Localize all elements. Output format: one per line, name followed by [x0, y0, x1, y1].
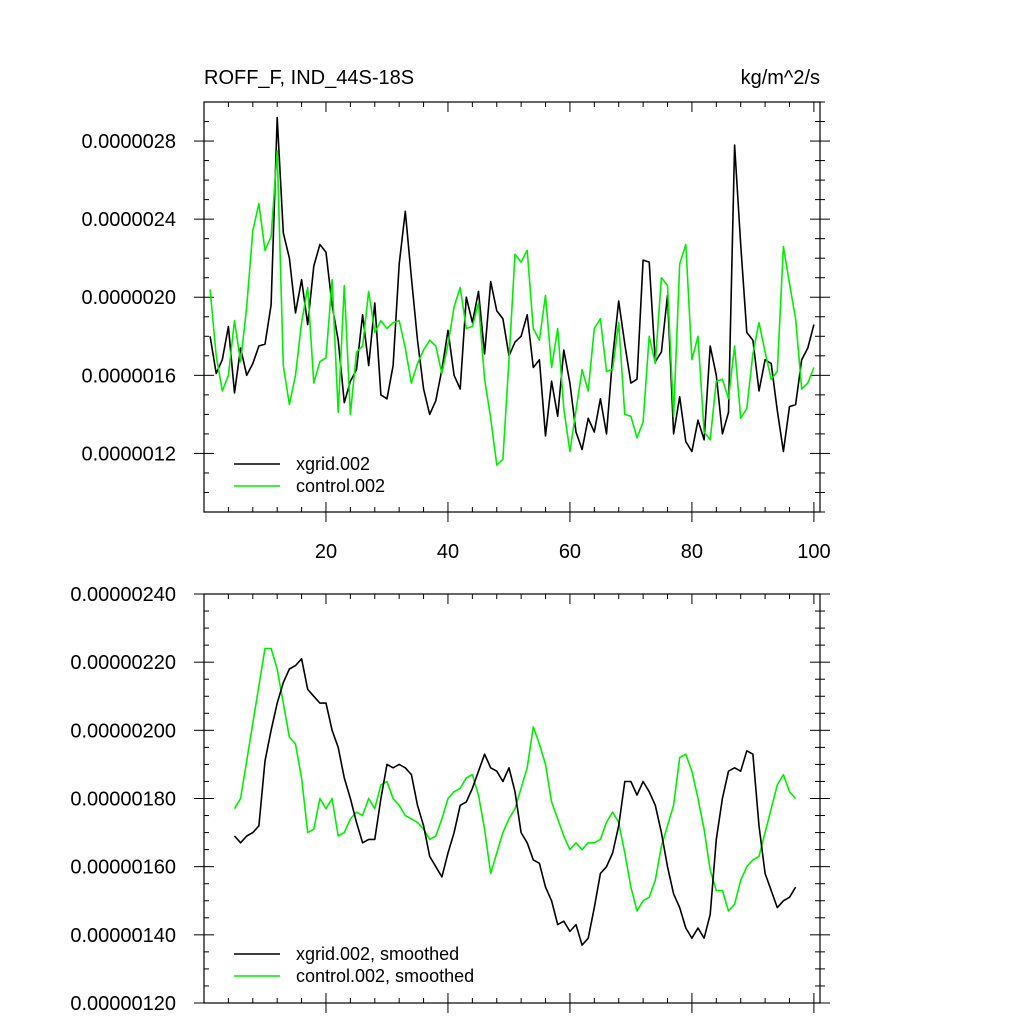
y-tick-label: 0.0000028 [81, 131, 176, 153]
legend-label: xgrid.002, smoothed [296, 944, 459, 964]
x-tick-label: 60 [559, 541, 581, 563]
series-line-control-002 [209, 150, 815, 466]
plot-frame [203, 593, 821, 1004]
series-line-xgrid-002 [209, 116, 815, 453]
y-tick-label: 0.0000020 [81, 287, 176, 309]
plot-frame [203, 101, 821, 513]
y-tick-label: 0.00000220 [70, 652, 176, 674]
top-panel-raw-series: 20 40 60 80 100 0.0000012 0.0000016 0.0000020 0.… [81, 101, 831, 563]
y-tick-label: 0.00000200 [70, 720, 176, 742]
y-tick-label: 0.00000140 [70, 925, 176, 947]
x-tick-label: 20 [315, 541, 337, 563]
legend-label: control.002 [296, 476, 385, 496]
chart-units-label: kg/m^2/s [741, 67, 820, 89]
x-tick-label: 40 [437, 541, 459, 563]
y-tick-label: 0.00000180 [70, 789, 176, 811]
y-tick-label: 0.0000016 [81, 365, 176, 387]
x-tick-label: 100 [797, 541, 830, 563]
y-tick-label: 0.00000240 [70, 584, 176, 606]
y-tick-label: 0.0000024 [81, 209, 176, 231]
y-tick-label: 0.0000012 [81, 443, 176, 465]
legend-label: xgrid.002 [296, 454, 370, 474]
chart-title-left: ROFF_F, IND_44S-18S [204, 67, 414, 89]
bottom-panel-smoothed-series: 0.00000120 0.00000140 0.00000160 0.00000180… [70, 584, 830, 1015]
y-tick-label: 0.00000160 [70, 857, 176, 879]
series-line-xgrid-002-smoothed [233, 657, 797, 946]
series-line-control-002-smoothed [233, 647, 797, 912]
x-tick-label: 80 [681, 541, 703, 563]
legend-label: control.002, smoothed [296, 966, 474, 986]
y-tick-label: 0.00000120 [70, 993, 176, 1015]
